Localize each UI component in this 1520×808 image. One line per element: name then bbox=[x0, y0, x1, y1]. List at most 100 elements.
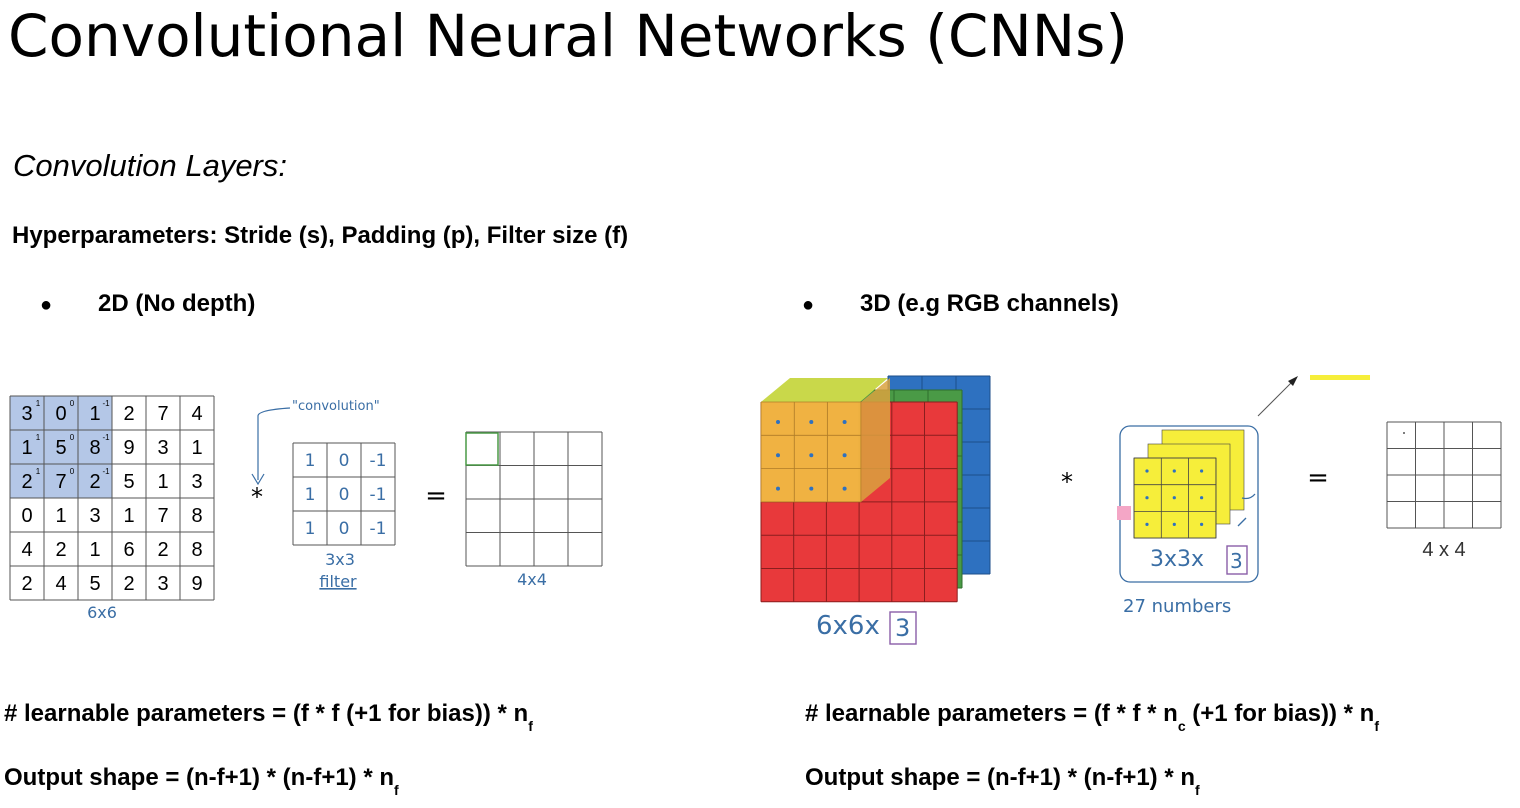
input-cell: 3 bbox=[89, 505, 100, 527]
input-cell: 1 bbox=[191, 437, 202, 459]
params-formula-3d-text: # learnable parameters = (f * f * n bbox=[805, 700, 1178, 727]
input-cell: 9 bbox=[123, 437, 134, 459]
input-matrix-6x6: 3 0 1 2 7 41 5 8 9 3 12 7 2 5 1 30 1 3 1 7 84 2 1 6 2 82 4 5 2 3 9 bbox=[9, 395, 215, 601]
filter-cell: 0 bbox=[339, 485, 350, 505]
equals-operator-3d: = bbox=[1307, 463, 1329, 493]
output-size-label: 4x4 bbox=[517, 570, 547, 589]
params-formula-2d-text: # learnable parameters = (f * f (+1 for … bbox=[4, 700, 529, 727]
filter-overlay-side bbox=[861, 378, 890, 502]
annotation-bracket-icon bbox=[257, 407, 291, 480]
diagram-3d-convolution: 6x6x 3 * 3x3x 3 27 numbers = 4 x 4 bbox=[760, 375, 1502, 645]
input-cell: 7 bbox=[55, 471, 66, 493]
params-formula-2d: # learnable parameters = (f * f (+1 for … bbox=[4, 700, 533, 734]
volume-size-label: 6x6x bbox=[816, 611, 880, 641]
input-cell: 2 bbox=[123, 573, 134, 595]
input-cell: 2 bbox=[55, 539, 66, 561]
overlay-weight: -1 bbox=[102, 399, 110, 408]
filter-cell: 1 bbox=[305, 519, 316, 539]
overlay-weight: 0 bbox=[70, 433, 75, 442]
filter-size-label: 3x3 bbox=[325, 550, 355, 569]
input-cell: 1 bbox=[89, 403, 100, 425]
volume-depth-value: 3 bbox=[895, 614, 910, 642]
params-formula-3d-text2: (+1 for bias)) * n bbox=[1185, 700, 1375, 727]
input-cell: 3 bbox=[157, 437, 168, 459]
params-formula-3d-sub-f: f bbox=[1374, 717, 1379, 734]
bullet-2d-label: 2D (No depth) bbox=[98, 290, 256, 317]
input-cell: 7 bbox=[157, 505, 168, 527]
input-cell: 1 bbox=[89, 539, 100, 561]
input-cell: 3 bbox=[21, 403, 32, 425]
convolution-annotation: "convolution" bbox=[292, 399, 380, 414]
input-cell: 1 bbox=[123, 505, 134, 527]
output-3d-size-label: 4 x 4 bbox=[1422, 539, 1465, 561]
section-subtitle: Convolution Layers: bbox=[13, 148, 287, 183]
input-cell: 4 bbox=[191, 403, 202, 425]
input-cell: 3 bbox=[191, 471, 202, 493]
input-cell: 2 bbox=[89, 471, 100, 493]
input-cell: 8 bbox=[191, 539, 202, 561]
params-formula-2d-sub: f bbox=[528, 717, 533, 734]
output-formula-3d-sub: f bbox=[1195, 781, 1200, 798]
volume-depth-box bbox=[889, 611, 917, 645]
bullet-3d: ● 3D (e.g RGB channels) bbox=[802, 290, 1119, 318]
filter-matrix-3x3: 1 0 -1 1 0 -1 1 0 -1 bbox=[292, 442, 396, 546]
filter-cell: -1 bbox=[370, 485, 387, 505]
arrow-down-icon bbox=[251, 473, 265, 486]
input-cell: 2 bbox=[21, 471, 32, 493]
pink-marker bbox=[1117, 506, 1131, 520]
params-formula-3d: # learnable parameters = (f * f * nc (+1… bbox=[805, 700, 1379, 734]
input-cell: 7 bbox=[157, 403, 168, 425]
filter-3d-size-label: 3x3x bbox=[1150, 547, 1204, 572]
filter-word-label: filter bbox=[319, 572, 357, 591]
bullet-2d: ● 2D (No depth) bbox=[40, 290, 255, 318]
filter-cell: -1 bbox=[370, 451, 387, 471]
input-cell: 0 bbox=[55, 403, 66, 425]
filter-overlay-dots bbox=[776, 420, 847, 491]
pointer-arrow-icon bbox=[1257, 379, 1295, 417]
input-cell: 1 bbox=[21, 437, 32, 459]
overlay-weight: -1 bbox=[102, 433, 110, 442]
equals-operator: = bbox=[425, 481, 447, 511]
filter-overlay-block bbox=[761, 402, 861, 502]
page-title: Convolutional Neural Networks (CNNs) bbox=[8, 2, 1128, 70]
input-cell: 2 bbox=[21, 573, 32, 595]
input-cell: 8 bbox=[191, 505, 202, 527]
overlay-weight: 1 bbox=[36, 467, 41, 476]
input-cell: 2 bbox=[123, 403, 134, 425]
input-cell: 4 bbox=[55, 573, 66, 595]
params-formula-3d-sub-c: c bbox=[1177, 717, 1186, 734]
bullet-dot-icon: ● bbox=[40, 294, 53, 316]
input-cell: 2 bbox=[157, 539, 168, 561]
input-cell: 8 bbox=[89, 437, 100, 459]
overlay-weight: 0 bbox=[70, 467, 75, 476]
input-cell: 9 bbox=[191, 573, 202, 595]
hyperparameters-line: Hyperparameters: Stride (s), Padding (p)… bbox=[12, 222, 629, 249]
output-matrix-4x4 bbox=[465, 431, 603, 567]
overlay-weight: 1 bbox=[36, 399, 41, 408]
input-size-label: 6x6 bbox=[87, 603, 117, 622]
overlay-weight: -1 bbox=[102, 467, 110, 476]
filter-cell: 0 bbox=[339, 519, 350, 539]
filter-cell: -1 bbox=[370, 519, 387, 539]
yellow-highlight-mark bbox=[1310, 375, 1370, 380]
depth-arrow-icon bbox=[1241, 493, 1256, 500]
input-cell: 1 bbox=[55, 505, 66, 527]
output-matrix-3d-4x4 bbox=[1386, 421, 1502, 529]
input-cell: 0 bbox=[21, 505, 32, 527]
filter-depth-value: 3 bbox=[1230, 549, 1243, 573]
output-formula-3d: Output shape = (n-f+1) * (n-f+1) * nf bbox=[805, 764, 1200, 798]
input-cell: 1 bbox=[157, 471, 168, 493]
overlay-weight: 0 bbox=[70, 399, 75, 408]
output-formula-2d: Output shape = (n-f+1) * (n-f+1) * nf bbox=[4, 764, 399, 798]
output-formula-2d-sub: f bbox=[394, 781, 399, 798]
input-cell: 5 bbox=[55, 437, 66, 459]
convolution-operator-3d: * bbox=[1061, 468, 1073, 496]
filter-cell: 1 bbox=[305, 451, 316, 471]
volume-top-face bbox=[761, 378, 888, 402]
input-cell: 6 bbox=[123, 539, 134, 561]
bullet-dot-icon: ● bbox=[802, 294, 815, 316]
filter-cell: 0 bbox=[339, 451, 350, 471]
filter-bounding-box bbox=[1119, 425, 1259, 583]
convolution-operator: * bbox=[251, 483, 263, 511]
